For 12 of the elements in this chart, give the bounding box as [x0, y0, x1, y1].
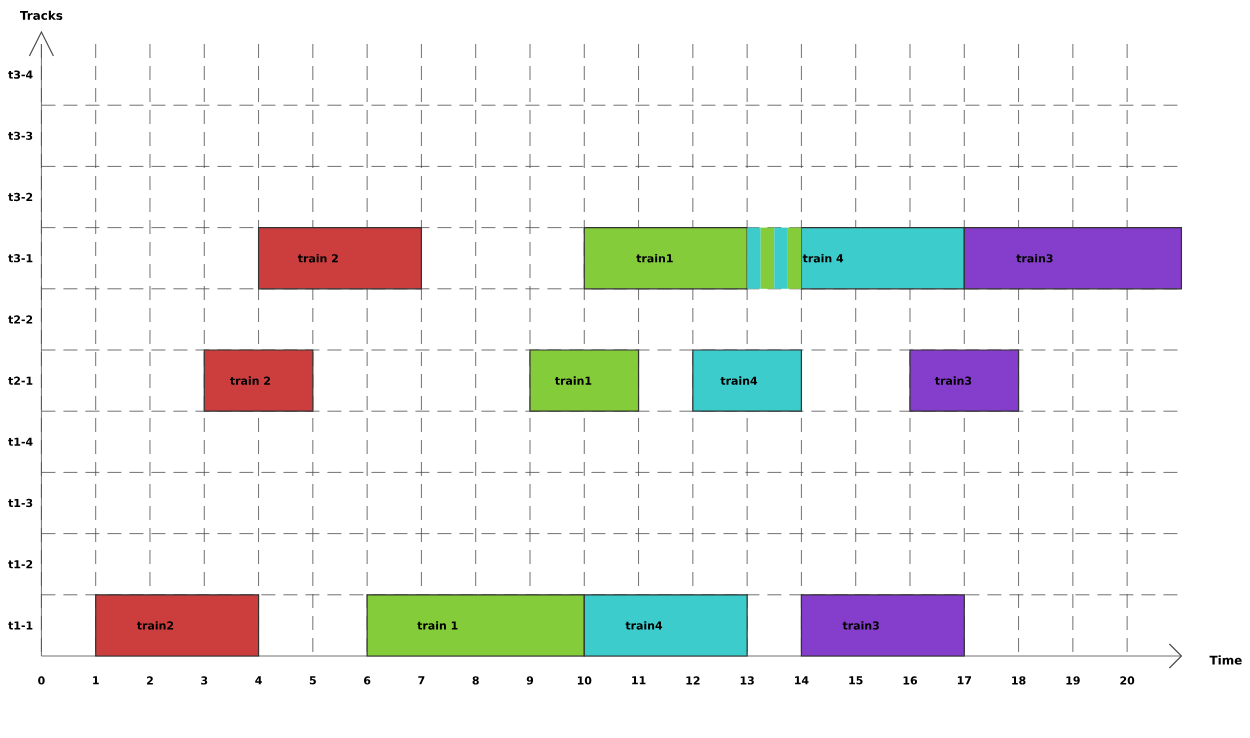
bar [95, 594, 260, 657]
bar [787, 227, 802, 289]
bar [800, 594, 965, 657]
bar [583, 227, 748, 290]
bar [909, 349, 1020, 412]
bar [529, 349, 640, 412]
bar [760, 227, 775, 289]
bar [692, 349, 803, 412]
bar [747, 227, 761, 289]
bar [257, 227, 423, 290]
bar [774, 227, 788, 289]
bar [203, 349, 314, 412]
